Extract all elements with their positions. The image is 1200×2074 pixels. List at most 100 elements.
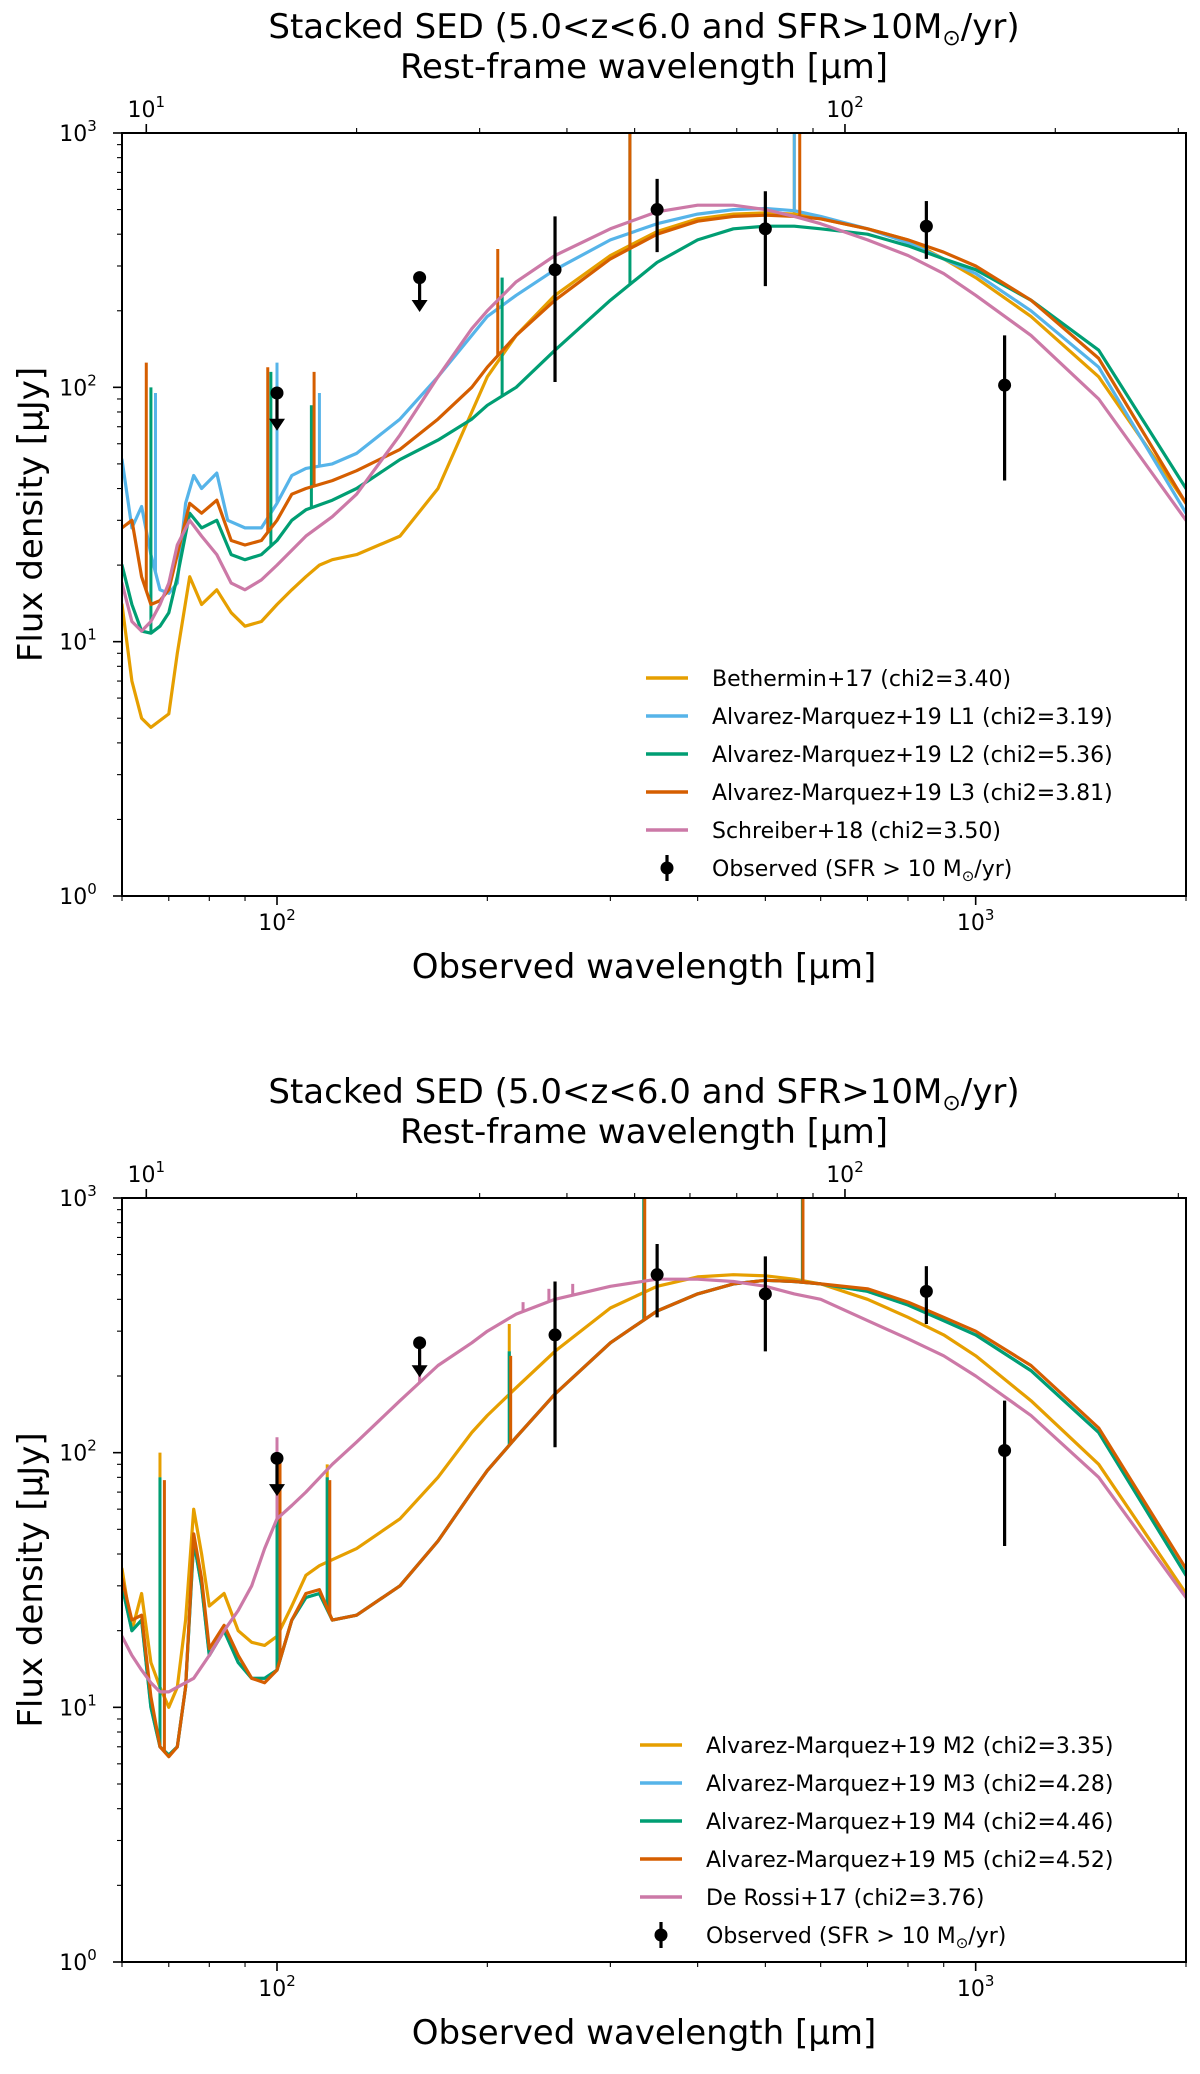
- top-tick-base: 10: [826, 98, 854, 123]
- y-tick-base: 10: [59, 1951, 87, 1976]
- y-tick-exponent: 3: [87, 1182, 97, 1200]
- legend-label-5: De Rossi+17 (chi2=3.76): [706, 1886, 984, 1911]
- legend-observed-marker: [660, 861, 674, 875]
- observed-point-1: [650, 1268, 664, 1282]
- legend-observed-sun: ⊙: [956, 1934, 969, 1952]
- legend: Bethermin+17 (chi2=3.40) Alvarez-Marquez+…: [646, 667, 1113, 885]
- y-axis-label: Flux density [μJy]: [11, 367, 51, 662]
- y-tick-base: 10: [59, 122, 87, 147]
- y-tick-label: 102: [59, 371, 97, 401]
- x-tick-base: 10: [957, 1977, 985, 2002]
- legend-label-2: Alvarez-Marquez+19 L1 (chi2=3.19): [712, 705, 1113, 730]
- x-tick-label: 102: [258, 906, 296, 936]
- x-tick-exponent: 2: [286, 906, 296, 924]
- upper-limit-arrow-1: [269, 1484, 286, 1497]
- chart-panel-1: Stacked SED (5.0<z<6.0 and SFR>10M⊙/yr)R…: [11, 7, 1187, 987]
- series-line-5: [122, 203, 1186, 633]
- plot-area: [122, 1198, 1186, 1759]
- series-line-1: [122, 211, 1186, 729]
- legend-observed-end: /yr): [974, 857, 1012, 882]
- observed-point-1: [650, 203, 664, 217]
- legend-observed-text: Observed (SFR > 10 M: [712, 857, 962, 882]
- upper-limit-point-2: [413, 271, 427, 285]
- legend-label-1: Alvarez-Marquez+19 M2 (chi2=3.35): [706, 1734, 1113, 1759]
- x-tick-base: 10: [957, 911, 985, 936]
- y-tick-exponent: 2: [87, 1437, 97, 1455]
- x-tick-base: 10: [258, 911, 286, 936]
- legend-label-5: Schreiber+18 (chi2=3.50): [712, 819, 1001, 844]
- y-tick-label: 102: [59, 1437, 97, 1467]
- y-tick-exponent: 1: [87, 626, 97, 644]
- y-axis-label: Flux density [μJy]: [11, 1432, 51, 1727]
- legend-label-4: Alvarez-Marquez+19 L3 (chi2=3.81): [712, 781, 1113, 806]
- plot-frame: [121, 132, 1187, 897]
- legend-label-3: Alvarez-Marquez+19 L2 (chi2=5.36): [712, 743, 1113, 768]
- top-tick-label: 102: [826, 1158, 864, 1188]
- observed-point-2: [758, 1287, 772, 1301]
- y-tick-label: 100: [59, 1946, 97, 1976]
- x-tick-exponent: 3: [985, 906, 995, 924]
- top-tick-base: 10: [128, 1163, 156, 1188]
- series-line-3: [122, 224, 1186, 635]
- legend: Alvarez-Marquez+19 M2 (chi2=3.35) Alvarez…: [640, 1734, 1113, 1952]
- top-tick-label: 102: [826, 93, 864, 123]
- chart-panel-2: Stacked SED (5.0<z<6.0 and SFR>10M⊙/yr)R…: [11, 1072, 1187, 2053]
- x-tick-exponent: 2: [286, 1972, 296, 1990]
- chart-title: Stacked SED (5.0<z<6.0 and SFR>10M⊙/yr): [268, 7, 1019, 51]
- top-tick-label: 101: [128, 1158, 166, 1188]
- upper-limit-arrow-2: [411, 300, 428, 313]
- x-tick-label: 102: [258, 1972, 296, 2002]
- legend-label-4: Alvarez-Marquez+19 M5 (chi2=4.52): [706, 1848, 1113, 1873]
- observed-point-5: [998, 1443, 1012, 1457]
- legend-label-1: Bethermin+17 (chi2=3.40): [712, 667, 1011, 692]
- observed-point-3: [919, 219, 933, 233]
- y-tick-label: 103: [59, 1182, 97, 1212]
- legend-observed-sun: ⊙: [962, 867, 975, 885]
- observed-point-4: [548, 263, 562, 277]
- y-tick-exponent: 0: [87, 880, 97, 898]
- x-axis-label: Observed wavelength [μm]: [412, 2013, 877, 2053]
- top-tick-base: 10: [128, 98, 156, 123]
- upper-limit-arrow-1: [269, 418, 286, 431]
- y-tick-exponent: 1: [87, 1691, 97, 1709]
- y-tick-base: 10: [59, 885, 87, 910]
- series-line-4: [122, 1278, 1186, 1759]
- observed-point-5: [998, 378, 1012, 392]
- top-axis-label: Rest-frame wavelength [μm]: [400, 47, 888, 87]
- observed-point-3: [919, 1284, 933, 1298]
- chart-title-sun: ⊙: [942, 1091, 960, 1116]
- top-axis-label: Rest-frame wavelength [μm]: [400, 1112, 888, 1152]
- chart-title-main: Stacked SED (5.0<z<6.0 and SFR>10M: [268, 1072, 942, 1112]
- top-tick-exponent: 1: [156, 93, 166, 111]
- legend-observed-text: Observed (SFR > 10 M: [706, 1924, 956, 1949]
- chart-title-end: /yr): [961, 1072, 1020, 1112]
- upper-limit-point-1: [270, 386, 284, 400]
- observed-point-4: [548, 1328, 562, 1342]
- series-line-5: [122, 1277, 1186, 1694]
- series-line-4: [122, 213, 1186, 607]
- y-tick-base: 10: [59, 1187, 87, 1212]
- y-tick-exponent: 3: [87, 117, 97, 135]
- chart-title: Stacked SED (5.0<z<6.0 and SFR>10M⊙/yr): [268, 1072, 1019, 1116]
- x-tick-label: 103: [957, 906, 995, 936]
- chart-title-end: /yr): [961, 7, 1020, 47]
- x-axis-label: Observed wavelength [μm]: [412, 947, 877, 987]
- y-tick-base: 10: [59, 631, 87, 656]
- y-tick-exponent: 0: [87, 1946, 97, 1964]
- x-tick-base: 10: [258, 1977, 286, 2002]
- upper-limit-arrow-2: [411, 1365, 428, 1378]
- legend-label-3: Alvarez-Marquez+19 M4 (chi2=4.46): [706, 1810, 1113, 1835]
- upper-limit-point-1: [270, 1451, 284, 1465]
- observed-point-2: [758, 222, 772, 236]
- top-tick-exponent: 2: [854, 1158, 864, 1176]
- legend-label-observed: Observed (SFR > 10 M⊙/yr): [706, 1924, 1006, 1952]
- legend-label-observed: Observed (SFR > 10 M⊙/yr): [712, 857, 1012, 885]
- y-tick-label: 100: [59, 880, 97, 910]
- chart-title-main: Stacked SED (5.0<z<6.0 and SFR>10M: [268, 7, 942, 47]
- y-tick-base: 10: [59, 1442, 87, 1467]
- y-tick-exponent: 2: [87, 371, 97, 389]
- top-tick-exponent: 2: [854, 93, 864, 111]
- upper-limit-point-2: [413, 1336, 427, 1350]
- x-tick-label: 103: [957, 1972, 995, 2002]
